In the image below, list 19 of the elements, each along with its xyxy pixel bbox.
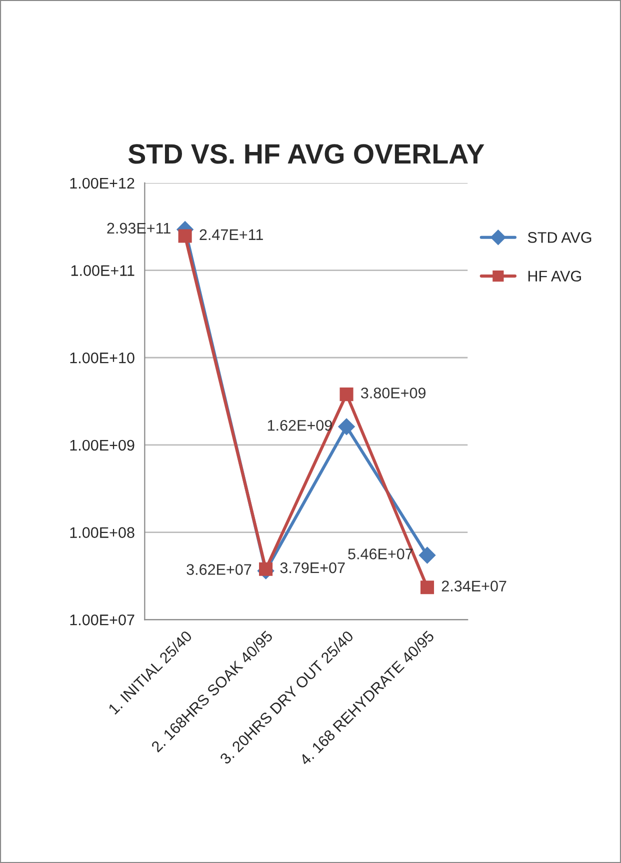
chart-title: STD VS. HF AVG OVERLAY xyxy=(128,144,484,164)
data-label: 2.34E+07 xyxy=(442,580,506,592)
point xyxy=(178,229,192,243)
y-tick-label: 1.00E+12 xyxy=(70,178,134,189)
data-label: 3.80E+09 xyxy=(360,388,426,398)
data-label: 3.79E+07 xyxy=(280,562,345,574)
y-tick-label: 1.00E+11 xyxy=(71,265,134,276)
y-tick-label: 1.00E+09 xyxy=(70,440,134,451)
y-tick-label: 1.00E+07 xyxy=(70,614,134,626)
y-tick-label: 1.00E+08 xyxy=(70,527,134,538)
point xyxy=(420,580,434,594)
point xyxy=(418,546,436,564)
y-tick-label: 1.00E+10 xyxy=(70,352,134,364)
point xyxy=(340,388,354,402)
legend-label: STD AVG xyxy=(528,232,592,243)
point xyxy=(338,418,355,436)
data-label: 3.62E+07 xyxy=(186,564,252,575)
data-label: 2.47E+11 xyxy=(200,229,263,240)
legend-label: HF AVG xyxy=(528,270,581,282)
